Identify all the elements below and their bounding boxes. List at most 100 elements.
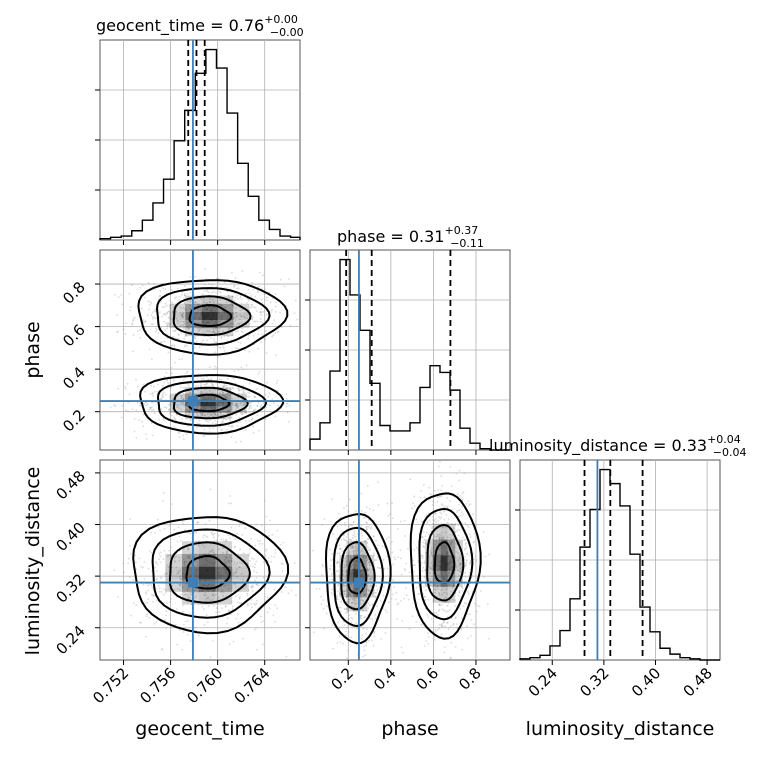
panel-luminosity-distance-vs-geocent-time-sample-point: [179, 576, 181, 579]
panel-phase-vs-geocent-time-sample-point: [202, 435, 205, 438]
panel-luminosity-distance-vs-phase-sample-point: [441, 588, 444, 591]
panel-phase-vs-geocent-time-sample-point: [211, 392, 214, 394]
panel-phase-vs-geocent-time-sample-point: [234, 307, 237, 309]
panel-luminosity-distance-vs-geocent-time-sample-point: [189, 557, 192, 560]
panel-luminosity-distance-vs-geocent-time-contour: [185, 554, 231, 590]
panel-luminosity-distance-vs-geocent-time-sample-point: [236, 532, 238, 535]
panel-luminosity-distance-vs-phase-sample-point: [386, 502, 389, 505]
panel-luminosity-distance-vs-phase-sample-point: [435, 611, 438, 614]
panel-luminosity-distance-vs-phase-density-cell: [367, 583, 375, 598]
panel-phase-vs-geocent-time-sample-point: [223, 281, 226, 283]
panel-luminosity-distance-vs-geocent-time-sample-point: [182, 604, 185, 607]
panel-luminosity-distance-vs-phase-sample-point: [345, 594, 348, 596]
panel-phase-vs-geocent-time-sample-point: [180, 397, 183, 400]
panel-luminosity-distance-vs-geocent-time-sample-point: [284, 586, 287, 589]
panel-luminosity-distance-vs-phase-sample-point: [449, 657, 452, 660]
panel-luminosity-distance-vs-phase-sample-point: [431, 519, 434, 521]
panel-luminosity-distance-vs-phase-sample-point: [386, 555, 389, 558]
panel-luminosity-distance-vs-geocent-time-sample-point: [244, 527, 247, 529]
panel-luminosity-distance-vs-phase-sample-point: [461, 690, 463, 692]
panel-luminosity-distance-vs-geocent-time-sample-point: [182, 579, 185, 581]
panel-luminosity-distance-vs-geocent-time-sample-point: [132, 579, 135, 582]
panel-phase-vs-geocent-time-sample-point: [195, 340, 198, 343]
panel-luminosity-distance-vs-geocent-time-sample-point: [212, 551, 215, 554]
panel-luminosity-distance-vs-phase-sample-point: [468, 504, 470, 507]
panel-phase-vs-geocent-time-sample-point: [148, 308, 151, 311]
panel-phase-vs-geocent-time-sample-point: [285, 405, 288, 408]
panel-phase-vs-geocent-time-density-cell: [201, 328, 218, 337]
panel-phase-vs-geocent-time-sample-point: [185, 309, 187, 311]
panel-phase-vs-geocent-time-ytick-label: 0.4: [59, 363, 89, 393]
panel-luminosity-distance-vs-geocent-time-sample-point: [130, 614, 133, 617]
panel-luminosity-distance-vs-geocent-time-sample-point: [186, 547, 189, 550]
panel-luminosity-distance-vs-phase-sample-point: [429, 493, 432, 495]
panel-luminosity-distance-vs-phase-sample-point: [446, 593, 449, 596]
panel-phase-vs-geocent-time-sample-point: [132, 317, 135, 320]
panel-phase-vs-geocent-time-sample-point: [186, 409, 189, 412]
panel-luminosity-distance-vs-phase-sample-point: [416, 546, 418, 549]
panel-phase-vs-geocent-time-sample-point: [203, 428, 206, 431]
panel-luminosity-distance-vs-phase-sample-point: [363, 594, 366, 597]
panel-luminosity-distance-vs-phase-sample-point: [461, 536, 464, 539]
panel-luminosity-distance-vs-geocent-time-sample-point: [150, 551, 153, 554]
panel-luminosity-distance-vs-geocent-time-contour: [168, 541, 251, 604]
panel-phase-vs-geocent-time-sample-point: [212, 427, 215, 430]
panel-phase-vs-geocent-time-sample-point: [177, 319, 179, 322]
panel-phase-vs-geocent-time-sample-point: [163, 406, 166, 409]
panel-phase-vs-geocent-time-sample-point: [268, 291, 271, 294]
panel-luminosity-distance-vs-geocent-time-xtick-label: 0.752: [89, 664, 132, 707]
panel-luminosity-distance-vs-phase-contour: [418, 507, 474, 621]
panel-phase-vs-geocent-time-sample-point: [220, 429, 223, 431]
panel-luminosity-distance-vs-phase-sample-point: [466, 552, 469, 555]
panel-luminosity-distance-vs-phase-sample-point: [446, 600, 448, 603]
panel-luminosity-distance-vs-geocent-time-sample-point: [162, 558, 165, 560]
panel-phase-vs-geocent-time-sample-point: [320, 396, 322, 398]
panel-luminosity-distance-vs-geocent-time-sample-point: [238, 525, 241, 527]
panel-luminosity-distance-vs-phase-sample-point: [461, 648, 463, 651]
panel-phase-vs-geocent-time-sample-point: [197, 385, 200, 387]
panel-luminosity-distance-vs-phase-sample-point: [381, 545, 384, 547]
panel-luminosity-distance-vs-phase-sample-point: [437, 542, 440, 545]
panel-luminosity-distance-vs-geocent-time-sample-point: [261, 584, 264, 587]
panel-phase-vs-geocent-time-sample-point: [311, 336, 313, 338]
panel-phase-vs-geocent-time-sample-point: [183, 393, 185, 396]
panel-phase-vs-geocent-time-sample-point: [260, 308, 263, 310]
panel-phase-vs-geocent-time-sample-point: [221, 304, 224, 307]
panel-luminosity-distance-vs-phase-sample-point: [464, 543, 467, 545]
panel-luminosity-distance-vs-phase-sample-point: [354, 510, 357, 512]
panel-phase-vs-geocent-time-sample-point: [236, 330, 239, 332]
panel-luminosity-distance-vs-phase-sample-point: [442, 526, 444, 529]
panel-luminosity-distance-vs-geocent-time-sample-point: [175, 555, 178, 558]
panel-luminosity-distance-vs-phase-sample-point: [350, 565, 353, 567]
panel-phase-vs-geocent-time-sample-point: [189, 307, 192, 310]
panel-luminosity-distance-vs-phase-sample-point: [347, 561, 350, 564]
panel-phase-vs-geocent-time-sample-point: [222, 330, 225, 332]
panel-phase-vs-geocent-time-sample-point: [274, 311, 277, 313]
panel-phase-vs-geocent-time-sample-point: [178, 334, 180, 336]
panel-luminosity-distance-vs-phase-sample-point: [437, 520, 440, 522]
panel-luminosity-distance-vs-phase-sample-point: [336, 560, 339, 563]
panel-luminosity-distance-vs-phase-sample-point: [432, 533, 435, 536]
panel-luminosity-distance-vs-phase-sample-point: [420, 623, 423, 626]
panel-phase-vs-geocent-time-sample-point: [220, 390, 223, 392]
panel-luminosity-distance-vs-geocent-time-sample-point: [246, 603, 249, 605]
panel-luminosity-distance-vs-phase-sample-point: [438, 553, 440, 556]
panel-phase-vs-geocent-time-sample-point: [135, 437, 138, 439]
panel-luminosity-distance-vs-geocent-time-sample-point: [270, 561, 272, 563]
panel-phase-vs-geocent-time-sample-point: [198, 398, 200, 401]
panel-luminosity-distance-vs-phase-sample-point: [455, 564, 457, 567]
panel-luminosity-distance-vs-phase-sample-point: [424, 560, 426, 563]
panel-phase-vs-geocent-time-contour: [188, 304, 233, 327]
panel-phase-vs-geocent-time-sample-point: [186, 345, 189, 347]
panel-phase-vs-geocent-time-sample-point: [265, 329, 267, 332]
panel-phase-vs-geocent-time-sample-point: [260, 287, 263, 290]
panel-luminosity-distance-vs-geocent-time-sample-point: [113, 569, 116, 571]
panel-phase-vs-geocent-time-sample-point: [202, 339, 205, 342]
panel-luminosity-distance-vs-phase-sample-point: [362, 590, 365, 593]
panel-luminosity-distance-vs-geocent-time-sample-point: [213, 532, 216, 535]
panel-phase-vs-geocent-time-sample-point: [256, 405, 259, 407]
panel-phase-vs-geocent-time-sample-point: [218, 346, 221, 349]
panel-phase-vs-geocent-time-sample-point: [239, 315, 242, 317]
panel-phase-vs-geocent-time-sample-point: [233, 316, 236, 319]
panel-luminosity-distance-vs-phase-sample-point: [417, 577, 419, 580]
